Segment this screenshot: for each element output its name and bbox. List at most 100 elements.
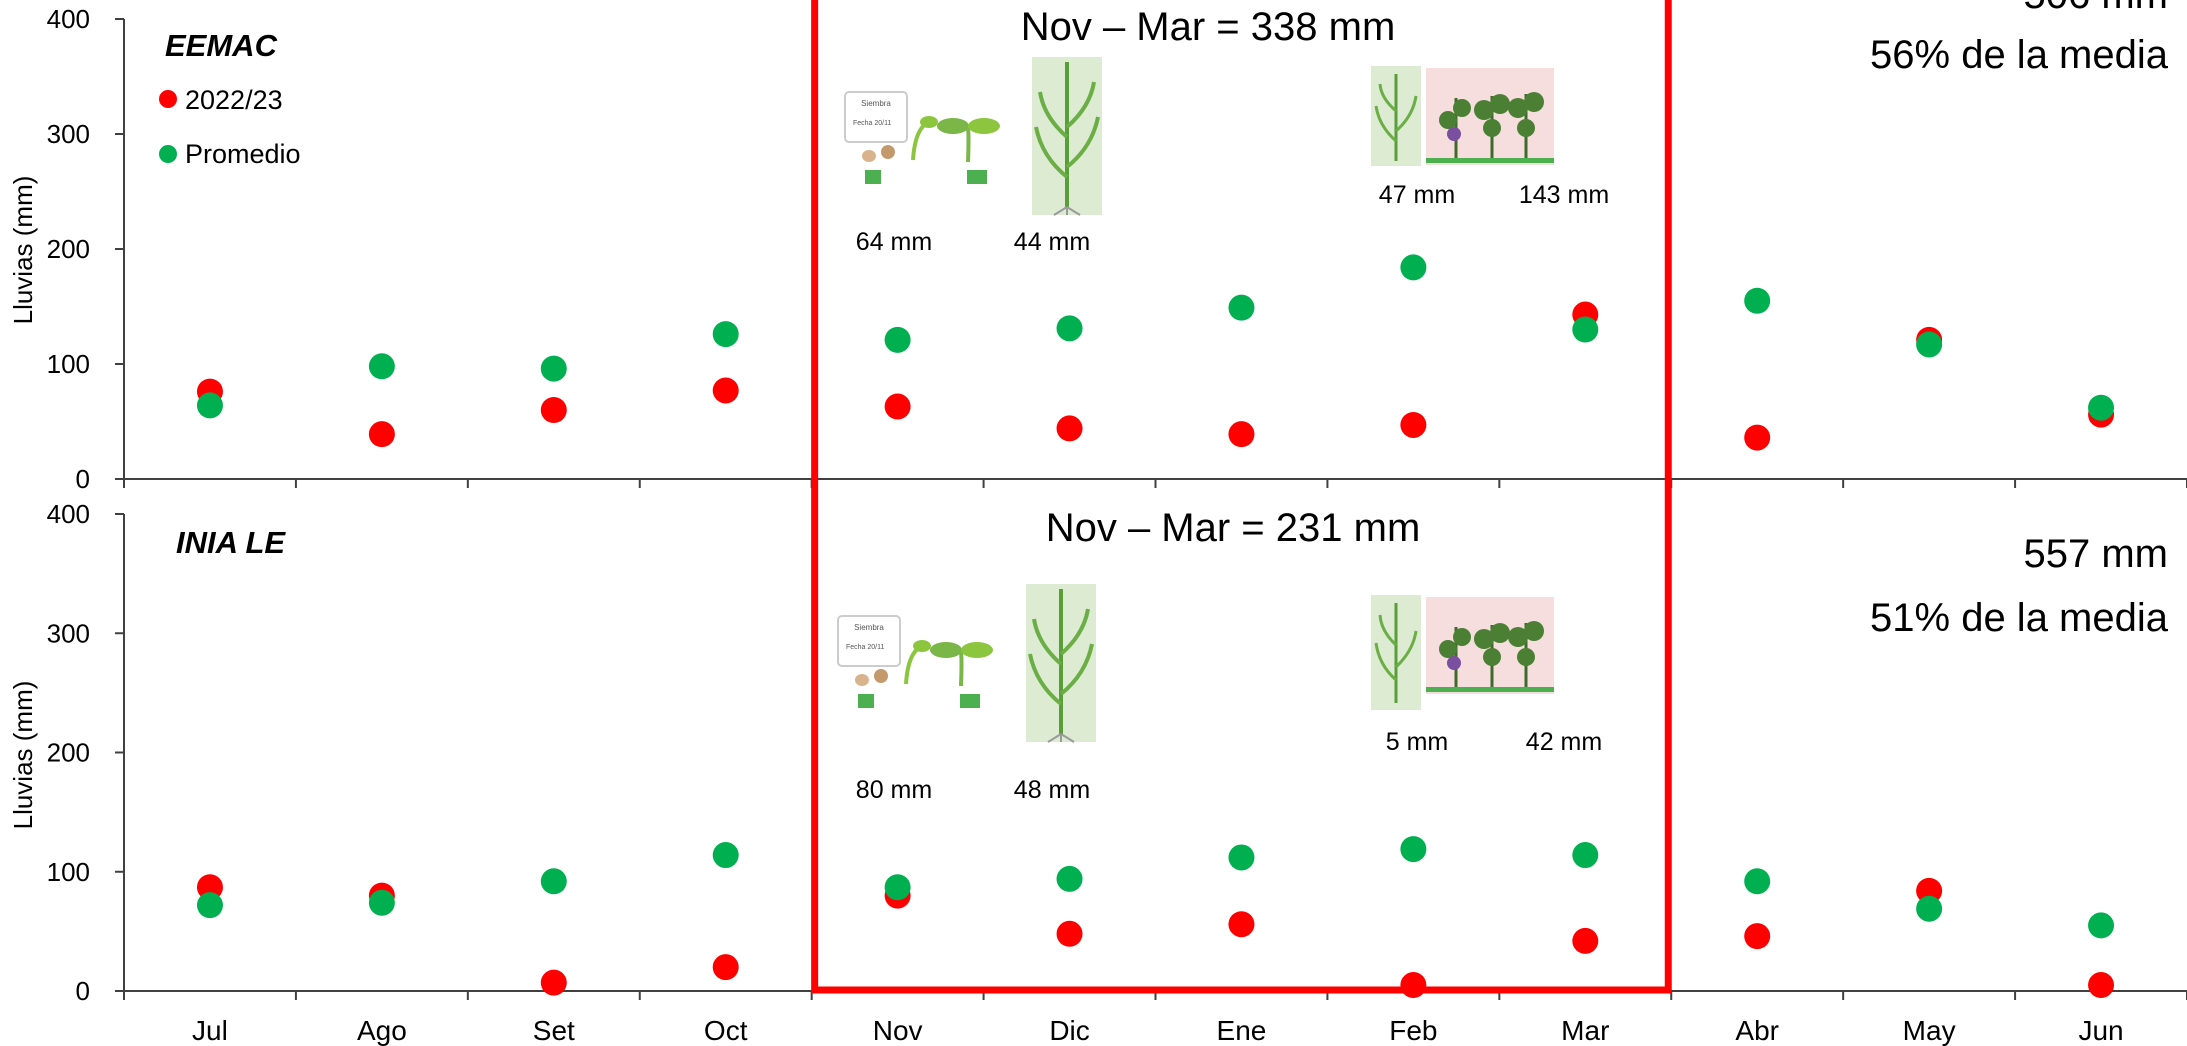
point-eemac-promedio-mar — [1572, 316, 1599, 343]
point-eemac-2022-23-dic — [1056, 415, 1083, 442]
axis-inia-le: 0 100 200 300 400 — [47, 499, 2187, 1006]
point-eemac-2022-23-ago — [368, 421, 395, 448]
corn-plant-illustration — [1032, 57, 1102, 216]
point-inia-le-promedio-ene — [1228, 844, 1255, 871]
legend-label-promedio: Promedio — [185, 139, 301, 169]
stage-label-grainfill-inia-le: 42 mm — [1526, 728, 1602, 756]
point-eemac-2022-23-feb — [1400, 411, 1427, 438]
point-inia-le-2022-23-jul — [196, 874, 223, 901]
point-eemac-promedio-may — [1916, 331, 1943, 358]
highlight-total-inia-le: Nov – Mar = 231 mm — [1046, 506, 1421, 550]
point-inia-le-promedio-set — [540, 868, 567, 895]
point-inia-le-promedio-may — [1916, 895, 1943, 922]
point-inia-le-promedio-feb — [1400, 836, 1427, 863]
point-inia-le-promedio-ago — [368, 889, 395, 916]
x-tick-label-mar: Mar — [1561, 1015, 1609, 1046]
point-eemac-promedio-jul — [196, 392, 223, 419]
legend-marker-2022-23 — [159, 90, 177, 108]
x-tick-label-jul: Jul — [192, 1015, 228, 1046]
soybean-illustration — [1426, 597, 1554, 694]
seedling-card-line: Fecha 20/11 — [846, 644, 885, 651]
ylabel-eemac: Lluvias (mm) — [8, 176, 38, 325]
x-tick-label-feb: Feb — [1389, 1015, 1437, 1046]
legend-label-2022-23: 2022/23 — [185, 85, 283, 115]
season-total-inia-le: 557 mm — [2024, 532, 2169, 576]
point-inia-le-2022-23-jun — [2088, 972, 2115, 999]
y-tick-label: 300 — [47, 618, 90, 648]
x-tick-label-ene: Ene — [1217, 1015, 1267, 1046]
point-eemac-promedio-oct — [712, 321, 739, 348]
x-tick-label-jun: Jun — [2078, 1015, 2123, 1046]
corn-small-illustration — [1371, 66, 1421, 166]
point-eemac-promedio-abr — [1744, 287, 1771, 314]
point-eemac-promedio-ago — [368, 353, 395, 380]
percent-of-mean-inia-le: 51% de la media — [1870, 596, 2169, 640]
point-eemac-2022-23-nov — [884, 393, 911, 420]
axis-eemac: 0 100 200 300 400 — [47, 4, 2187, 494]
corn-plant-illustration — [1026, 584, 1096, 743]
y-tick-label: 400 — [47, 499, 90, 529]
y-tick-label: 100 — [47, 857, 90, 887]
x-tick-label-may: May — [1903, 1015, 1956, 1046]
point-inia-le-promedio-oct — [712, 842, 739, 869]
point-eemac-promedio-dic — [1056, 315, 1083, 342]
y-tick-label: 400 — [47, 4, 90, 34]
highlight-total-eemac: Nov – Mar = 338 mm — [1021, 5, 1396, 49]
stage-label-emergence-eemac: 64 mm — [856, 228, 932, 256]
seedling-illustration: Siembra Fecha 20/11 — [836, 612, 993, 712]
stage-label-vegetative-inia-le: 48 mm — [1014, 776, 1090, 804]
station-label-eemac: EEMAC — [165, 28, 278, 63]
point-eemac-promedio-set — [540, 355, 567, 382]
station-label-inia-le: INIA LE — [176, 525, 286, 560]
marks-inia-le — [196, 836, 2115, 999]
point-inia-le-promedio-jul — [196, 892, 223, 919]
x-tick-label-oct: Oct — [704, 1015, 748, 1046]
point-eemac-promedio-jun — [2088, 394, 2115, 421]
point-inia-le-2022-23-set — [540, 969, 567, 996]
panel-inia-le: 0 100 200 300 400 Lluvias (mm) INIA LE Nov –… — [8, 499, 2187, 1006]
point-inia-le-2022-23-may — [1916, 877, 1943, 904]
x-tick-label-ago: Ago — [357, 1015, 407, 1046]
stage-label-emergence-inia-le: 80 mm — [856, 776, 932, 804]
point-eemac-2022-23-oct — [712, 377, 739, 404]
stage-label-flowering-eemac: 47 mm — [1379, 181, 1455, 209]
point-eemac-2022-23-ene — [1228, 421, 1255, 448]
y-tick-label: 100 — [47, 349, 90, 379]
point-inia-le-2022-23-dic — [1056, 920, 1083, 947]
point-eemac-promedio-ene — [1228, 294, 1255, 321]
x-tick-label-dic: Dic — [1049, 1015, 1089, 1046]
point-eemac-2022-23-abr — [1744, 424, 1771, 451]
stage-label-vegetative-eemac: 44 mm — [1014, 228, 1090, 256]
seedling-card-line: Fecha 20/11 — [853, 120, 892, 127]
y-tick-label: 200 — [47, 738, 90, 768]
y-tick-label: 200 — [47, 234, 90, 264]
point-eemac-2022-23-set — [540, 397, 567, 423]
point-inia-le-2022-23-ene — [1228, 911, 1255, 938]
legend-marker-promedio — [159, 145, 177, 163]
panel-eemac: 0 100 200 300 400 Lluvias (mm) EEMAC 2022/23… — [8, 0, 2187, 494]
point-inia-le-promedio-mar — [1572, 842, 1599, 869]
stage-label-flowering-inia-le: 5 mm — [1386, 728, 1449, 756]
corn-small-illustration — [1371, 595, 1421, 710]
x-tick-label-abr: Abr — [1735, 1015, 1779, 1046]
seedling-card-title: Siembra — [854, 623, 884, 632]
ylabel-inia-le: Lluvias (mm) — [8, 681, 38, 830]
x-tick-label-set: Set — [533, 1015, 575, 1046]
point-inia-le-promedio-jun — [2088, 912, 2115, 939]
point-inia-le-promedio-dic — [1056, 865, 1083, 892]
point-inia-le-promedio-abr — [1744, 868, 1771, 895]
soybean-illustration — [1426, 68, 1554, 165]
nov-mar-highlight-box — [811, 0, 1672, 994]
point-inia-le-2022-23-feb — [1400, 972, 1427, 999]
x-tick-label-nov: Nov — [873, 1015, 923, 1046]
seedling-illustration: Siembra Fecha 20/11 — [843, 88, 1000, 188]
season-total-eemac: 506 mm — [2024, 0, 2169, 17]
point-inia-le-2022-23-abr — [1744, 923, 1771, 950]
y-tick-label: 0 — [76, 464, 90, 494]
legend: 2022/23 Promedio — [159, 85, 301, 169]
point-eemac-promedio-feb — [1400, 254, 1427, 281]
seedling-card-title: Siembra — [861, 99, 891, 108]
marks-eemac — [196, 254, 2115, 451]
point-eemac-promedio-nov — [884, 326, 911, 353]
